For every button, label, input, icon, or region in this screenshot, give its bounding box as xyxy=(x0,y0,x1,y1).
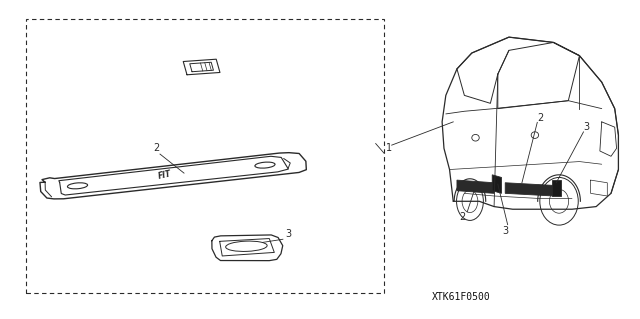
Text: 2: 2 xyxy=(538,113,543,122)
Polygon shape xyxy=(457,180,494,193)
Text: 3: 3 xyxy=(285,229,291,240)
Polygon shape xyxy=(552,180,561,196)
Text: 1: 1 xyxy=(386,143,392,153)
Text: 3: 3 xyxy=(502,226,509,236)
Polygon shape xyxy=(505,183,554,196)
Text: 3: 3 xyxy=(584,122,589,132)
Text: 2: 2 xyxy=(154,143,160,153)
Text: 2: 2 xyxy=(460,212,466,222)
Bar xyxy=(26,19,384,293)
Text: XTK61F0500: XTK61F0500 xyxy=(431,292,490,302)
Polygon shape xyxy=(492,175,502,193)
Text: FIT: FIT xyxy=(157,169,172,181)
